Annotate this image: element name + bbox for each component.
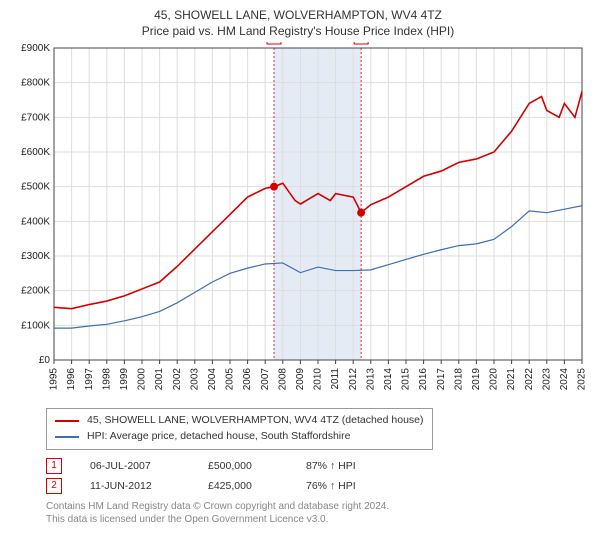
svg-text:2001: 2001 <box>154 368 165 391</box>
svg-text:2008: 2008 <box>277 368 288 391</box>
chart-svg: £0 £100K £200K £300K £400K £500K £600K £700K £80… <box>8 42 588 402</box>
legend-swatch-2 <box>55 436 79 438</box>
svg-text:2012: 2012 <box>348 368 359 391</box>
up-arrow-icon: ↑ <box>330 460 335 472</box>
svg-text:1999: 1999 <box>119 368 130 391</box>
svg-text:£700K: £700K <box>21 112 50 123</box>
svg-text:2005: 2005 <box>225 368 236 391</box>
svg-text:2021: 2021 <box>506 368 517 391</box>
chart-plot-area: £0 £100K £200K £300K £400K £500K £600K £700K £80… <box>8 42 588 402</box>
svg-text:2025: 2025 <box>577 368 588 391</box>
svg-text:2009: 2009 <box>295 368 306 391</box>
svg-text:2003: 2003 <box>189 368 200 391</box>
svg-text:2006: 2006 <box>242 368 253 391</box>
chart-subtitle: Price paid vs. HM Land Registry's House … <box>8 24 588 38</box>
sale-badge-2: 2 <box>46 478 62 494</box>
svg-text:1996: 1996 <box>66 368 77 391</box>
svg-text:£400K: £400K <box>21 216 50 227</box>
svg-text:2020: 2020 <box>489 368 500 391</box>
svg-text:£800K: £800K <box>21 78 50 89</box>
svg-text:£900K: £900K <box>21 43 50 54</box>
legend-box: 45, SHOWELL LANE, WOLVERHAMPTON, WV4 4TZ… <box>46 408 433 450</box>
svg-text:2015: 2015 <box>401 368 412 391</box>
legend-row-1: 45, SHOWELL LANE, WOLVERHAMPTON, WV4 4TZ… <box>55 413 424 429</box>
svg-text:2: 2 <box>358 42 364 44</box>
legend-label-1: 45, SHOWELL LANE, WOLVERHAMPTON, WV4 4TZ… <box>87 413 424 429</box>
svg-text:2019: 2019 <box>471 368 482 391</box>
legend-label-2: HPI: Average price, detached house, Sout… <box>87 429 350 445</box>
svg-text:2013: 2013 <box>365 368 376 391</box>
svg-text:2007: 2007 <box>260 368 271 391</box>
svg-text:2014: 2014 <box>383 368 394 391</box>
svg-text:2002: 2002 <box>172 368 183 391</box>
legend-row-2: HPI: Average price, detached house, Sout… <box>55 429 424 445</box>
svg-text:2022: 2022 <box>524 368 535 391</box>
sale-row-2: 2 11-JUN-2012 £425,000 76% ↑ HPI <box>46 478 588 494</box>
svg-text:£100K: £100K <box>21 320 50 331</box>
svg-text:2024: 2024 <box>559 368 570 391</box>
svg-text:2017: 2017 <box>436 368 447 391</box>
svg-text:£200K: £200K <box>21 286 50 297</box>
sale-date-2: 11-JUN-2012 <box>90 480 180 492</box>
svg-text:1: 1 <box>271 42 277 44</box>
svg-text:2016: 2016 <box>418 368 429 391</box>
svg-text:2023: 2023 <box>541 368 552 391</box>
svg-text:1995: 1995 <box>49 368 60 391</box>
svg-text:2018: 2018 <box>453 368 464 391</box>
legend-swatch-1 <box>55 420 79 422</box>
sale-badge-1: 1 <box>46 458 62 474</box>
chart-title: 45, SHOWELL LANE, WOLVERHAMPTON, WV4 4TZ <box>8 8 588 22</box>
sale-date-1: 06-JUL-2007 <box>90 460 180 472</box>
svg-text:£500K: £500K <box>21 182 50 193</box>
svg-text:1998: 1998 <box>101 368 112 391</box>
svg-text:2000: 2000 <box>137 368 148 391</box>
svg-text:£300K: £300K <box>21 251 50 262</box>
footer-attribution: Contains HM Land Registry data © Crown c… <box>46 500 588 526</box>
svg-text:2010: 2010 <box>313 368 324 391</box>
svg-text:2011: 2011 <box>330 368 341 390</box>
footer-line-2: This data is licensed under the Open Gov… <box>46 513 588 526</box>
up-arrow-icon: ↑ <box>330 480 335 492</box>
svg-text:2004: 2004 <box>207 368 218 391</box>
sale-price-1: £500,000 <box>208 460 278 472</box>
footer-line-1: Contains HM Land Registry data © Crown c… <box>46 500 588 513</box>
sale-row-1: 1 06-JUL-2007 £500,000 87% ↑ HPI <box>46 458 588 474</box>
sale-pct-2: 76% ↑ HPI <box>306 480 356 492</box>
chart-container: 45, SHOWELL LANE, WOLVERHAMPTON, WV4 4TZ… <box>0 0 600 560</box>
svg-text:1997: 1997 <box>84 368 95 391</box>
sale-price-2: £425,000 <box>208 480 278 492</box>
svg-text:£600K: £600K <box>21 147 50 158</box>
svg-text:£0: £0 <box>39 355 51 366</box>
sale-pct-1: 87% ↑ HPI <box>306 460 356 472</box>
